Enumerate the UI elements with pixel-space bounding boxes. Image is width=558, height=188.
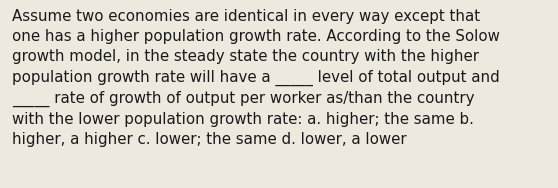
Text: Assume two economies are identical in every way except that
one has a higher pop: Assume two economies are identical in ev…	[12, 9, 500, 147]
